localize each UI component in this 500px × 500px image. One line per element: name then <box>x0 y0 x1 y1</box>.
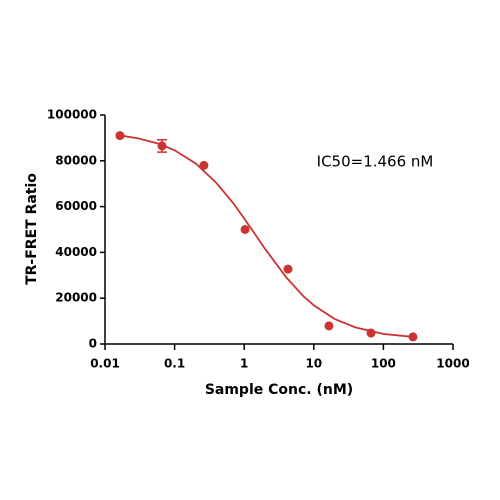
y-tick-label: 20000 <box>55 291 97 305</box>
y-tick-label: 80000 <box>55 153 97 167</box>
x-tick-label: 1000 <box>436 357 469 371</box>
data-point <box>240 225 250 234</box>
x-tick-label: 1 <box>240 357 248 371</box>
y-tick-label: 60000 <box>55 199 97 213</box>
annotation: IC50=1.466 nM <box>317 153 434 171</box>
x-axis-title: Sample Conc. (nM) <box>205 382 353 398</box>
y-tick-label: 40000 <box>55 245 97 259</box>
x-tick-label: 0.1 <box>164 357 185 371</box>
y-tick-label: 100000 <box>47 108 97 122</box>
x-tick-label: 100 <box>371 357 396 371</box>
x-tick-label: 10 <box>305 357 322 371</box>
x-tick-label: 0.01 <box>90 357 120 371</box>
data-point <box>324 321 334 331</box>
y-tick-label: 0 <box>89 337 97 351</box>
data-point <box>199 160 209 170</box>
y-axis-title: TR-FRET Ratio <box>24 173 40 285</box>
data-point <box>283 264 293 274</box>
fit-curve <box>119 134 414 338</box>
